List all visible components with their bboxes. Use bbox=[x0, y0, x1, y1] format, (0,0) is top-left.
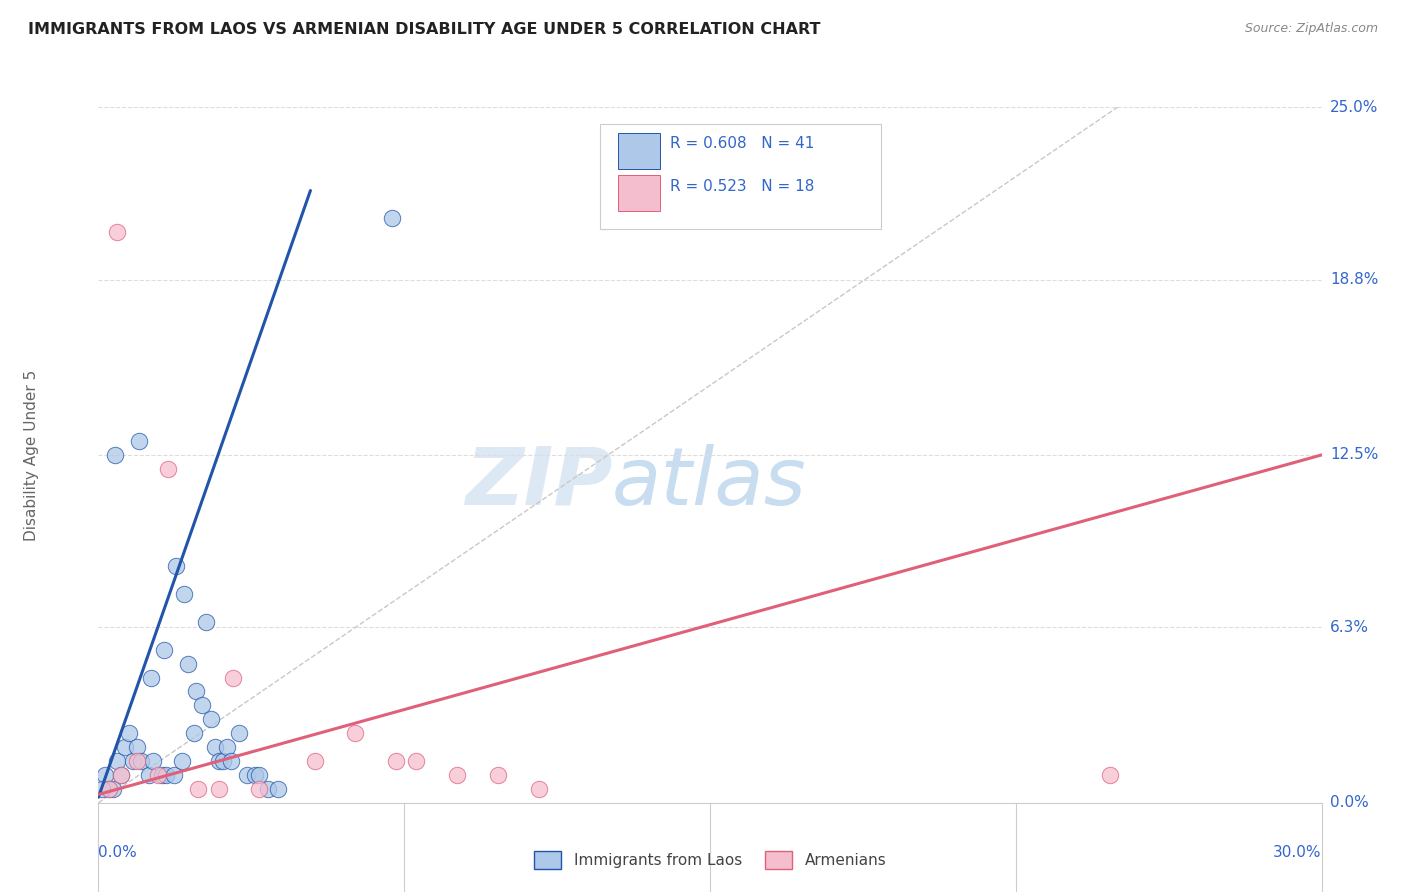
Point bbox=[446, 768, 468, 782]
Point bbox=[200, 712, 222, 726]
Text: Source: ZipAtlas.com: Source: ZipAtlas.com bbox=[1244, 22, 1378, 36]
Point bbox=[150, 768, 173, 782]
Point bbox=[146, 768, 169, 782]
Legend: Immigrants from Laos, Armenians: Immigrants from Laos, Armenians bbox=[527, 846, 893, 875]
Point bbox=[385, 754, 408, 768]
Point bbox=[105, 754, 128, 768]
Point bbox=[208, 754, 231, 768]
Point bbox=[170, 754, 193, 768]
Point bbox=[110, 768, 132, 782]
Text: IMMIGRANTS FROM LAOS VS ARMENIAN DISABILITY AGE UNDER 5 CORRELATION CHART: IMMIGRANTS FROM LAOS VS ARMENIAN DISABIL… bbox=[28, 22, 821, 37]
Point bbox=[256, 781, 278, 796]
Point bbox=[304, 754, 326, 768]
Point bbox=[127, 754, 149, 768]
Point bbox=[104, 448, 127, 462]
Point bbox=[204, 740, 226, 755]
Point bbox=[381, 211, 404, 226]
Point bbox=[222, 671, 245, 685]
Point bbox=[527, 781, 550, 796]
Point bbox=[141, 671, 163, 685]
Point bbox=[215, 740, 238, 755]
Point bbox=[138, 768, 160, 782]
Point bbox=[486, 768, 509, 782]
Point bbox=[97, 781, 120, 796]
Point bbox=[97, 781, 120, 796]
Text: ZIP: ZIP bbox=[465, 443, 612, 522]
Point bbox=[110, 768, 132, 782]
Text: 6.3%: 6.3% bbox=[1330, 620, 1369, 635]
Text: R = 0.608   N = 41: R = 0.608 N = 41 bbox=[669, 136, 814, 151]
Point bbox=[245, 768, 267, 782]
Text: 0.0%: 0.0% bbox=[1330, 796, 1368, 810]
Point bbox=[155, 768, 177, 782]
Text: atlas: atlas bbox=[612, 443, 807, 522]
FancyBboxPatch shape bbox=[600, 124, 882, 229]
Text: 30.0%: 30.0% bbox=[1274, 845, 1322, 860]
Point bbox=[249, 781, 271, 796]
Point bbox=[127, 740, 149, 755]
Point bbox=[183, 726, 205, 740]
Point bbox=[122, 754, 145, 768]
Text: Disability Age Under 5: Disability Age Under 5 bbox=[24, 369, 38, 541]
Text: 12.5%: 12.5% bbox=[1330, 448, 1378, 462]
Point bbox=[163, 768, 186, 782]
Point bbox=[249, 768, 271, 782]
Point bbox=[208, 781, 231, 796]
Point bbox=[129, 754, 152, 768]
Point bbox=[105, 225, 128, 239]
Text: R = 0.523   N = 18: R = 0.523 N = 18 bbox=[669, 179, 814, 194]
Point bbox=[173, 587, 195, 601]
Point bbox=[228, 726, 250, 740]
Point bbox=[211, 754, 233, 768]
Point bbox=[186, 684, 208, 698]
Text: 18.8%: 18.8% bbox=[1330, 272, 1378, 287]
Point bbox=[156, 462, 179, 476]
Text: 25.0%: 25.0% bbox=[1330, 100, 1378, 114]
Point bbox=[344, 726, 367, 740]
FancyBboxPatch shape bbox=[619, 175, 659, 211]
Point bbox=[165, 559, 187, 574]
Point bbox=[405, 754, 427, 768]
Point bbox=[195, 615, 218, 629]
FancyBboxPatch shape bbox=[619, 133, 659, 169]
Text: 0.0%: 0.0% bbox=[98, 845, 138, 860]
Point bbox=[219, 754, 242, 768]
Point bbox=[152, 642, 174, 657]
Point bbox=[177, 657, 200, 671]
Point bbox=[236, 768, 259, 782]
Point bbox=[1098, 768, 1121, 782]
Point bbox=[93, 768, 115, 782]
Point bbox=[114, 740, 136, 755]
Point bbox=[101, 781, 124, 796]
Point bbox=[267, 781, 290, 796]
Point bbox=[142, 754, 165, 768]
Point bbox=[118, 726, 141, 740]
Point bbox=[187, 781, 209, 796]
Point bbox=[90, 781, 112, 796]
Point bbox=[128, 434, 150, 448]
Point bbox=[191, 698, 214, 713]
